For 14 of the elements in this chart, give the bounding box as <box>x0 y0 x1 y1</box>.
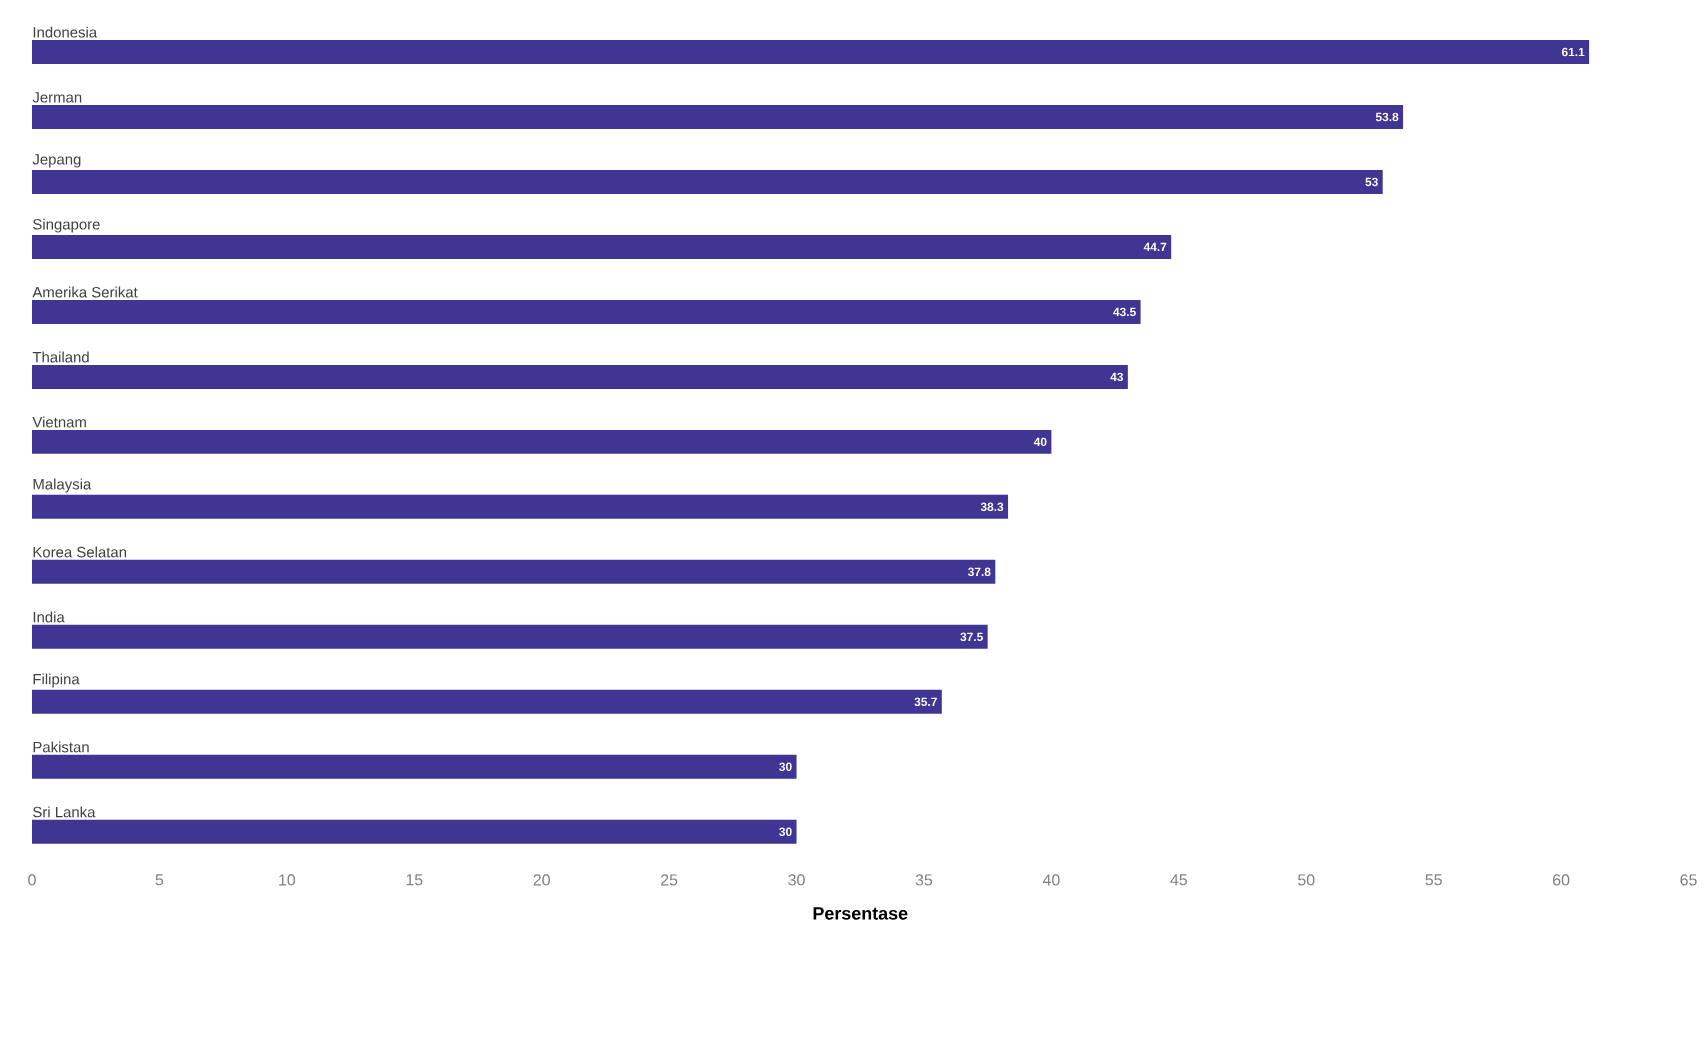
bar <box>31 560 996 585</box>
bar <box>31 105 1404 130</box>
bar <box>31 755 797 780</box>
bar <box>31 495 1009 520</box>
bar <box>31 300 1141 325</box>
bar <box>31 170 1383 195</box>
bar <box>31 40 1590 65</box>
x-axis-title: Persentase <box>813 907 908 921</box>
bar <box>31 820 797 845</box>
bar <box>31 430 1052 455</box>
bar <box>31 690 942 715</box>
bar <box>31 625 988 650</box>
bar <box>31 365 1128 390</box>
bar <box>31 235 1172 260</box>
